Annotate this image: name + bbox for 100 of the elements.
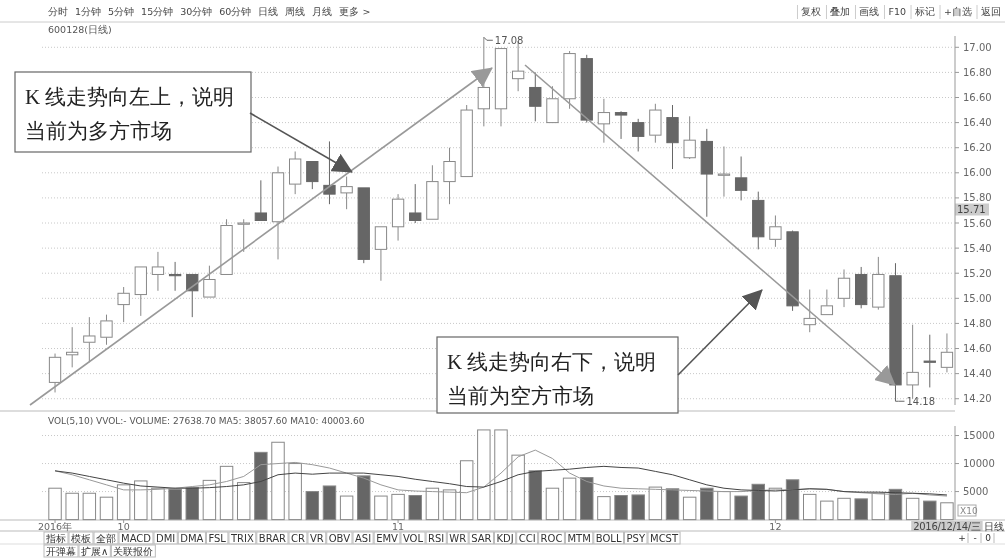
candlestick [820,289,834,316]
text: 分时 [48,6,68,17]
bar [905,497,920,521]
annotation: 14.18 [906,396,936,408]
bar [682,496,697,521]
text: TRIX [229,532,254,544]
bar [597,496,611,521]
bar [134,480,148,521]
line-series [54,465,948,496]
y-tick-label: 15.80 [963,192,992,204]
chart-title: 600128(日线) [48,24,112,35]
text: 60分钟 [219,6,252,17]
text: 指标 [45,532,66,544]
candlestick [271,166,285,260]
bar [425,487,440,521]
annotation: 17.08 [494,35,524,47]
candlestick [683,115,696,159]
candlestick [666,104,679,170]
text: 周线 [285,6,306,17]
text: PSY [626,532,646,544]
bar [700,487,714,521]
bar [459,460,474,521]
x-tick-label: 12 [769,520,782,532]
text: 关联报价 [113,546,154,557]
annotation: K 线走势向右下，说明当前为空方市场 [447,350,657,408]
bar [271,441,285,521]
candlestick [889,262,902,402]
text: 月线 [312,6,333,17]
text: DMI [155,532,176,544]
bar [751,483,765,521]
text: WR [449,532,467,544]
text: BOLL [595,532,622,544]
x-tick-label: 11 [392,520,405,532]
text: MACD [121,532,152,544]
text: ASI [355,532,372,544]
text: DMA [180,532,204,544]
text: 复权 [801,6,822,17]
bar [785,479,800,521]
bar [116,484,131,521]
bar [65,492,79,521]
bar [202,479,217,521]
bar [580,477,594,521]
bar [871,492,886,521]
bar [940,502,954,521]
text: 日线 [258,6,279,17]
bar [562,477,577,521]
text: CCI [518,532,536,544]
y-tick-label: 15.40 [963,242,992,254]
bar [923,500,937,521]
y-tick-label: 16.80 [963,66,992,78]
bar [614,495,628,521]
text: EMV [376,532,399,544]
y-tick-label: 15.00 [963,292,992,304]
bar [339,495,354,521]
y-tick-label: 16.00 [963,167,992,179]
y-tick-label: 16.20 [963,142,992,154]
text: KDJ [496,532,514,544]
text: 日线 [984,521,1004,532]
text: VOL [402,532,424,544]
bar [803,493,817,521]
bar [528,470,543,521]
y-tick-label: 14.60 [963,343,992,355]
text: F10 [888,6,907,17]
y-tick-label: 10000 [963,458,995,470]
y-tick-label: 5000 [963,486,989,498]
x-tick-label: 10 [117,520,130,532]
text: SAR [471,532,492,544]
bar [99,496,114,521]
candlestick [494,48,508,127]
bar [477,429,491,521]
text: 30分钟 [180,6,213,17]
bar [357,475,371,521]
text: 开弹幕 [46,546,76,557]
bar [631,494,645,521]
candlestick [614,112,628,140]
candlestick [151,251,165,292]
chart-subtitle: VOL(5,10) VVOL:- VOLUME: 27638.70 MA5: 38057.60 MA10: 40003.60 [48,416,365,426]
candlestick [254,179,268,221]
bar [219,465,234,521]
text: FSL [208,532,227,544]
candlestick [700,128,713,218]
text: 全部 [96,532,116,544]
candlestick [426,164,439,220]
candlestick [837,268,851,308]
bar [168,488,182,521]
text: 扩展∧ [81,546,109,557]
text: MCST [650,532,679,544]
candlestick [597,98,611,144]
candlestick [48,353,62,393]
y-tick-label: 15.60 [963,217,992,229]
bar [48,487,62,521]
bar [717,491,731,521]
text: 返回 [981,6,1001,17]
text: 15分钟 [141,6,174,17]
candlestick [923,334,936,388]
text: 模板 [71,532,91,544]
candlestick [340,176,353,210]
candlestick [220,218,233,275]
bar [254,451,268,521]
candlestick [734,155,748,201]
